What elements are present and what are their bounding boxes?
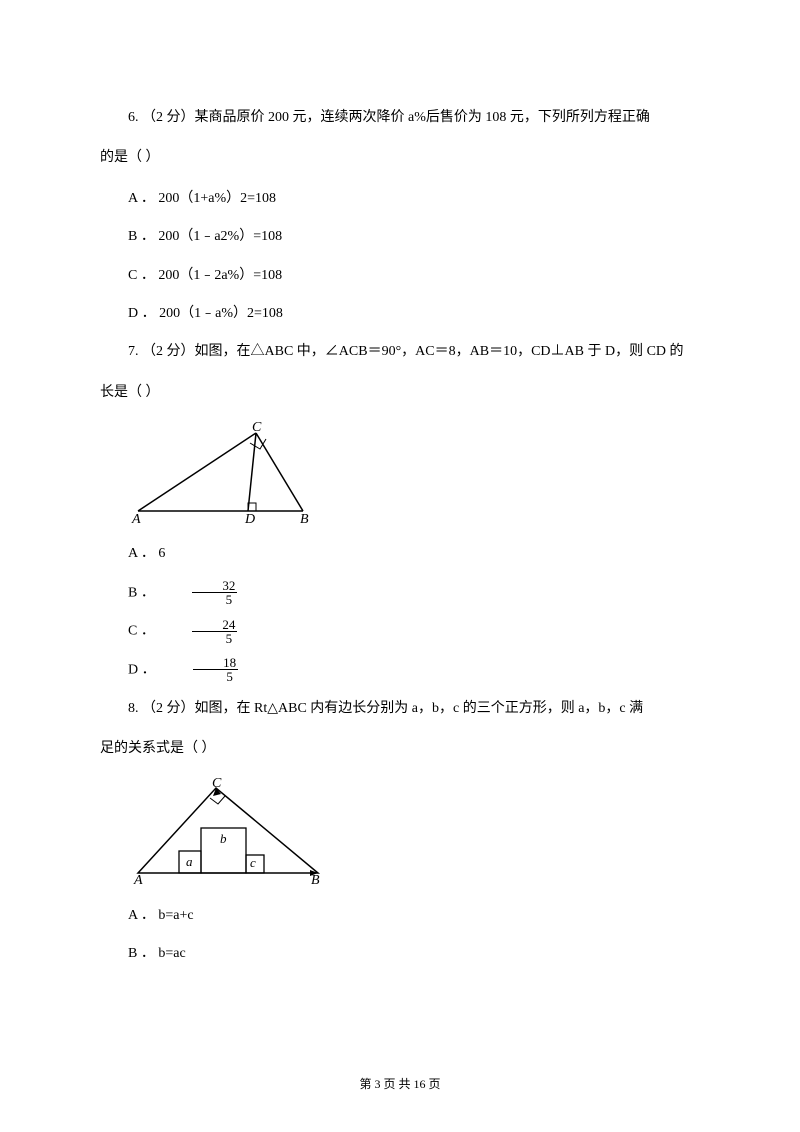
label-B: B (311, 873, 320, 888)
q8-stem-line2: 足的关系式是（ ） (100, 731, 700, 767)
q8-figure: A B C a b c (100, 778, 700, 888)
q7-d-prefix: D ． (128, 663, 156, 678)
label-B: B (300, 512, 309, 526)
label-C: C (252, 421, 262, 435)
page-content: 6. （2 分）某商品原价 200 元，连续两次降价 a%后售价为 108 元，… (0, 0, 800, 1015)
q7-option-b: B ． 325 (100, 575, 700, 612)
q6-option-c: C ． 200（1﹣2a%）=108 (100, 258, 700, 294)
label-D: D (244, 512, 255, 526)
q7-figure: A D B C (100, 421, 700, 526)
label-A: A (133, 873, 143, 888)
q7-b-prefix: B ． (128, 585, 155, 600)
q7-c-prefix: C ． (128, 624, 155, 639)
q8-option-a: A ． b=a+c (100, 898, 700, 934)
page-footer: 第 3 页 共 16 页 (0, 1075, 800, 1092)
q7-stem-line1: 7. （2 分）如图，在△ABC 中，∠ACB＝90°，AC＝8，AB＝10，C… (100, 334, 700, 370)
q7-option-c: C ． 245 (100, 613, 700, 650)
q7-c-frac: 245 (192, 618, 237, 645)
label-c: c (250, 855, 256, 870)
label-C: C (212, 778, 222, 791)
label-a: a (186, 854, 193, 869)
q7-b-frac: 325 (192, 579, 237, 606)
q7-d-frac: 185 (193, 656, 238, 683)
q8-option-b: B ． b=ac (100, 936, 700, 972)
q7-option-d: D ． 185 (100, 652, 700, 689)
q7-stem-line2: 长是（ ） (100, 375, 700, 411)
q6-option-b: B ． 200（1﹣a2%）=108 (100, 219, 700, 255)
q8-stem-line1: 8. （2 分）如图，在 Rt△ABC 内有边长分别为 a，b，c 的三个正方形… (100, 691, 700, 727)
q7-option-a: A ． 6 (100, 536, 700, 572)
q6-option-d: D ． 200（1﹣a%）2=108 (100, 296, 700, 332)
label-b: b (220, 831, 227, 846)
q6-stem-line2: 的是（ ） (100, 140, 700, 176)
label-A: A (131, 512, 141, 526)
q6-option-a: A ． 200（1+a%）2=108 (100, 181, 700, 217)
q6-stem-line1: 6. （2 分）某商品原价 200 元，连续两次降价 a%后售价为 108 元，… (100, 100, 700, 136)
